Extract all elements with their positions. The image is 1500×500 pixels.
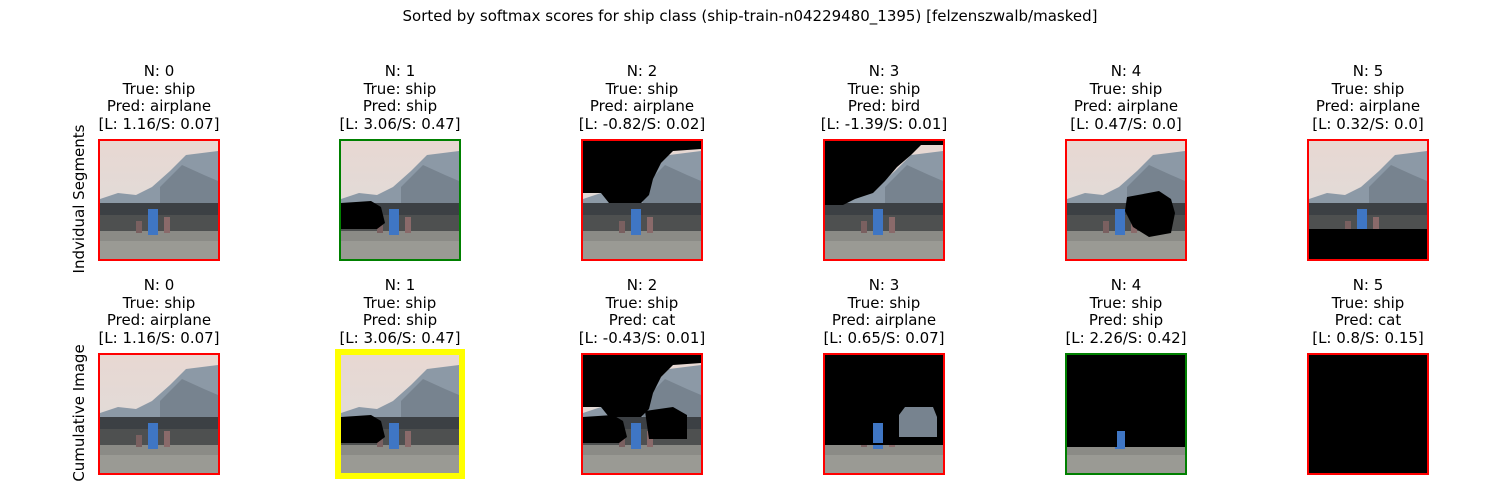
panel-score: [L: 0.32/S: 0.0] (1312, 114, 1424, 133)
panel-image (1306, 352, 1429, 475)
panel-image (1064, 352, 1187, 475)
panel-score: [L: 2.26/S: 0.42] (1065, 328, 1187, 347)
panel-image (338, 138, 461, 261)
panel-pred-label: Pred: cat (608, 311, 676, 329)
panel-pred-label: Pred: airplane (831, 311, 937, 329)
panel-score: [L: 1.16/S: 0.07] (98, 328, 220, 347)
panel-image (1064, 138, 1187, 261)
panel-image (97, 352, 220, 475)
panel-pred-label: Pred: airplane (589, 97, 695, 115)
panel-pred-label: Pred: bird (847, 97, 921, 115)
panel-pred-label: Pred: ship (362, 311, 438, 329)
panel-true-label: True: ship (363, 79, 437, 98)
figure-title: Sorted by softmax scores for ship class … (402, 7, 1098, 25)
panel-true-label: True: ship (605, 79, 679, 98)
panel-true-label: True: ship (847, 293, 921, 312)
panel-index: N: 0 (143, 62, 175, 80)
panel-true-label: True: ship (605, 293, 679, 312)
panel-pred-label: Pred: airplane (106, 311, 212, 329)
panel-score: [L: -0.43/S: 0.01] (578, 328, 706, 347)
panel-score: [L: 3.06/S: 0.47] (339, 328, 461, 347)
panel-index: N: 1 (384, 276, 416, 294)
panel-score: [L: 1.16/S: 0.07] (98, 114, 220, 133)
panel-pred-label: Pred: airplane (1073, 97, 1179, 115)
panel-index: N: 1 (384, 62, 416, 80)
row-label-cumulative: Cumulative Image (70, 344, 88, 482)
panel-image (580, 138, 703, 261)
panel-image (97, 138, 220, 261)
panel-index: N: 4 (1110, 62, 1142, 80)
panel-score: [L: 0.8/S: 0.15] (1312, 328, 1424, 347)
panel-index: N: 5 (1352, 62, 1384, 80)
panel-image (580, 352, 703, 475)
panel-image (822, 138, 945, 261)
panel-image (1306, 138, 1429, 261)
panel-index: N: 3 (868, 62, 900, 80)
panel-pred-label: Pred: ship (362, 97, 438, 115)
panel-pred-label: Pred: airplane (106, 97, 212, 115)
panel-score: [L: -0.82/S: 0.02] (578, 114, 706, 133)
panel-image (822, 352, 945, 475)
panel-true-label: True: ship (363, 293, 437, 312)
panel-index: N: 2 (626, 62, 658, 80)
panel-score: [L: 0.65/S: 0.07] (823, 328, 945, 347)
panel-index: N: 0 (143, 276, 175, 294)
panel-true-label: True: ship (122, 293, 196, 312)
panel-score: [L: 0.47/S: 0.0] (1070, 114, 1182, 133)
panel-image (335, 349, 465, 479)
panel-index: N: 4 (1110, 276, 1142, 294)
panel-true-label: True: ship (1331, 293, 1405, 312)
panel-score: [L: 3.06/S: 0.47] (339, 114, 461, 133)
panel-index: N: 5 (1352, 276, 1384, 294)
panel-pred-label: Pred: cat (1334, 311, 1402, 329)
panel-true-label: True: ship (847, 79, 921, 98)
panel-index: N: 2 (626, 276, 658, 294)
panel-pred-label: Pred: ship (1088, 311, 1164, 329)
panel-true-label: True: ship (122, 79, 196, 98)
panel-score: [L: -1.39/S: 0.01] (820, 114, 948, 133)
panel-true-label: True: ship (1089, 79, 1163, 98)
panel-pred-label: Pred: airplane (1315, 97, 1421, 115)
panel-index: N: 3 (868, 276, 900, 294)
row-label-segments: Indvidual Segments (70, 124, 88, 274)
panel-true-label: True: ship (1331, 79, 1405, 98)
panel-true-label: True: ship (1089, 293, 1163, 312)
